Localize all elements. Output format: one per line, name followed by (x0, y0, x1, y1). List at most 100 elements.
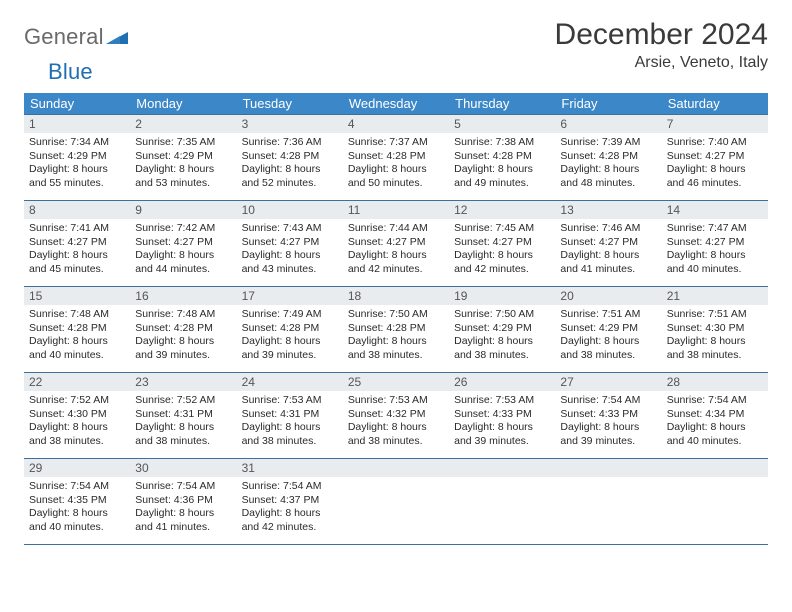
daylight-text: Daylight: 8 hours and 38 minutes. (560, 335, 656, 362)
sunrise-text: Sunrise: 7:35 AM (135, 136, 231, 150)
sunrise-text: Sunrise: 7:46 AM (560, 222, 656, 236)
logo-text: General Blue (24, 24, 128, 85)
day-details: Sunrise: 7:35 AMSunset: 4:29 PMDaylight:… (130, 133, 236, 195)
sunrise-text: Sunrise: 7:53 AM (242, 394, 338, 408)
day-header-saturday: Saturday (662, 93, 768, 115)
day-details: Sunrise: 7:42 AMSunset: 4:27 PMDaylight:… (130, 219, 236, 281)
day-number: 9 (130, 201, 236, 219)
day-header-friday: Friday (555, 93, 661, 115)
day-details: Sunrise: 7:36 AMSunset: 4:28 PMDaylight:… (237, 133, 343, 195)
day-details: Sunrise: 7:46 AMSunset: 4:27 PMDaylight:… (555, 219, 661, 281)
day-number: 21 (662, 287, 768, 305)
day-cell: 8Sunrise: 7:41 AMSunset: 4:27 PMDaylight… (24, 201, 130, 287)
day-cell: 3Sunrise: 7:36 AMSunset: 4:28 PMDaylight… (237, 115, 343, 201)
sunset-text: Sunset: 4:28 PM (242, 150, 338, 164)
sunrise-text: Sunrise: 7:54 AM (242, 480, 338, 494)
day-number: 19 (449, 287, 555, 305)
day-details: Sunrise: 7:52 AMSunset: 4:30 PMDaylight:… (24, 391, 130, 453)
daylight-text: Daylight: 8 hours and 38 minutes. (135, 421, 231, 448)
sunset-text: Sunset: 4:35 PM (29, 494, 125, 508)
sunrise-text: Sunrise: 7:48 AM (29, 308, 125, 322)
day-number: 18 (343, 287, 449, 305)
sunset-text: Sunset: 4:34 PM (667, 408, 763, 422)
day-cell: 25Sunrise: 7:53 AMSunset: 4:32 PMDayligh… (343, 373, 449, 459)
day-number: 13 (555, 201, 661, 219)
day-number: 7 (662, 115, 768, 133)
sunset-text: Sunset: 4:33 PM (454, 408, 550, 422)
day-number: 25 (343, 373, 449, 391)
sunrise-text: Sunrise: 7:49 AM (242, 308, 338, 322)
day-details: Sunrise: 7:41 AMSunset: 4:27 PMDaylight:… (24, 219, 130, 281)
day-details: Sunrise: 7:54 AMSunset: 4:34 PMDaylight:… (662, 391, 768, 453)
daylight-text: Daylight: 8 hours and 40 minutes. (667, 421, 763, 448)
day-cell: 22Sunrise: 7:52 AMSunset: 4:30 PMDayligh… (24, 373, 130, 459)
day-cell: 26Sunrise: 7:53 AMSunset: 4:33 PMDayligh… (449, 373, 555, 459)
day-details: Sunrise: 7:44 AMSunset: 4:27 PMDaylight:… (343, 219, 449, 281)
daylight-text: Daylight: 8 hours and 42 minutes. (454, 249, 550, 276)
sunset-text: Sunset: 4:27 PM (667, 150, 763, 164)
day-cell: 18Sunrise: 7:50 AMSunset: 4:28 PMDayligh… (343, 287, 449, 373)
calendar-table: Sunday Monday Tuesday Wednesday Thursday… (24, 93, 768, 545)
sunrise-text: Sunrise: 7:51 AM (667, 308, 763, 322)
sunset-text: Sunset: 4:27 PM (348, 236, 444, 250)
day-cell: 4Sunrise: 7:37 AMSunset: 4:28 PMDaylight… (343, 115, 449, 201)
day-details: Sunrise: 7:45 AMSunset: 4:27 PMDaylight:… (449, 219, 555, 281)
sunrise-text: Sunrise: 7:50 AM (348, 308, 444, 322)
day-number: 3 (237, 115, 343, 133)
day-number (449, 459, 555, 477)
day-number: 14 (662, 201, 768, 219)
sunrise-text: Sunrise: 7:50 AM (454, 308, 550, 322)
day-details: Sunrise: 7:52 AMSunset: 4:31 PMDaylight:… (130, 391, 236, 453)
daylight-text: Daylight: 8 hours and 40 minutes. (29, 335, 125, 362)
daylight-text: Daylight: 8 hours and 42 minutes. (348, 249, 444, 276)
day-cell: 15Sunrise: 7:48 AMSunset: 4:28 PMDayligh… (24, 287, 130, 373)
day-number: 16 (130, 287, 236, 305)
logo: General Blue (24, 24, 128, 85)
day-number: 20 (555, 287, 661, 305)
daylight-text: Daylight: 8 hours and 42 minutes. (242, 507, 338, 534)
sunrise-text: Sunrise: 7:38 AM (454, 136, 550, 150)
location: Arsie, Veneto, Italy (555, 54, 768, 72)
sunset-text: Sunset: 4:29 PM (29, 150, 125, 164)
sunset-text: Sunset: 4:30 PM (667, 322, 763, 336)
day-number: 29 (24, 459, 130, 477)
daylight-text: Daylight: 8 hours and 41 minutes. (560, 249, 656, 276)
day-cell: 1Sunrise: 7:34 AMSunset: 4:29 PMDaylight… (24, 115, 130, 201)
day-number: 24 (237, 373, 343, 391)
day-cell: 12Sunrise: 7:45 AMSunset: 4:27 PMDayligh… (449, 201, 555, 287)
day-details (449, 477, 555, 484)
day-number: 30 (130, 459, 236, 477)
sunrise-text: Sunrise: 7:54 AM (135, 480, 231, 494)
day-cell (449, 459, 555, 545)
day-details: Sunrise: 7:54 AMSunset: 4:37 PMDaylight:… (237, 477, 343, 539)
day-cell: 16Sunrise: 7:48 AMSunset: 4:28 PMDayligh… (130, 287, 236, 373)
sunrise-text: Sunrise: 7:45 AM (454, 222, 550, 236)
sunrise-text: Sunrise: 7:52 AM (135, 394, 231, 408)
day-cell: 11Sunrise: 7:44 AMSunset: 4:27 PMDayligh… (343, 201, 449, 287)
sunset-text: Sunset: 4:28 PM (348, 150, 444, 164)
daylight-text: Daylight: 8 hours and 38 minutes. (348, 421, 444, 448)
sunset-text: Sunset: 4:37 PM (242, 494, 338, 508)
daylight-text: Daylight: 8 hours and 38 minutes. (454, 335, 550, 362)
page-header: General Blue December 2024 Arsie, Veneto… (24, 18, 768, 85)
logo-text-general: General (24, 24, 104, 49)
sunset-text: Sunset: 4:28 PM (454, 150, 550, 164)
sunrise-text: Sunrise: 7:48 AM (135, 308, 231, 322)
day-number: 27 (555, 373, 661, 391)
day-details: Sunrise: 7:40 AMSunset: 4:27 PMDaylight:… (662, 133, 768, 195)
daylight-text: Daylight: 8 hours and 50 minutes. (348, 163, 444, 190)
day-details: Sunrise: 7:51 AMSunset: 4:30 PMDaylight:… (662, 305, 768, 367)
sunrise-text: Sunrise: 7:37 AM (348, 136, 444, 150)
day-number: 2 (130, 115, 236, 133)
day-details (662, 477, 768, 484)
daylight-text: Daylight: 8 hours and 39 minutes. (242, 335, 338, 362)
day-cell: 20Sunrise: 7:51 AMSunset: 4:29 PMDayligh… (555, 287, 661, 373)
day-cell: 24Sunrise: 7:53 AMSunset: 4:31 PMDayligh… (237, 373, 343, 459)
daylight-text: Daylight: 8 hours and 45 minutes. (29, 249, 125, 276)
day-cell: 5Sunrise: 7:38 AMSunset: 4:28 PMDaylight… (449, 115, 555, 201)
day-number (343, 459, 449, 477)
week-row: 29 Sunrise: 7:54 AM Sunset: 4:35 PM Dayligh… (24, 459, 768, 545)
sunset-text: Sunset: 4:30 PM (29, 408, 125, 422)
day-cell: 7Sunrise: 7:40 AMSunset: 4:27 PMDaylight… (662, 115, 768, 201)
day-details: Sunrise: 7:47 AMSunset: 4:27 PMDaylight:… (662, 219, 768, 281)
